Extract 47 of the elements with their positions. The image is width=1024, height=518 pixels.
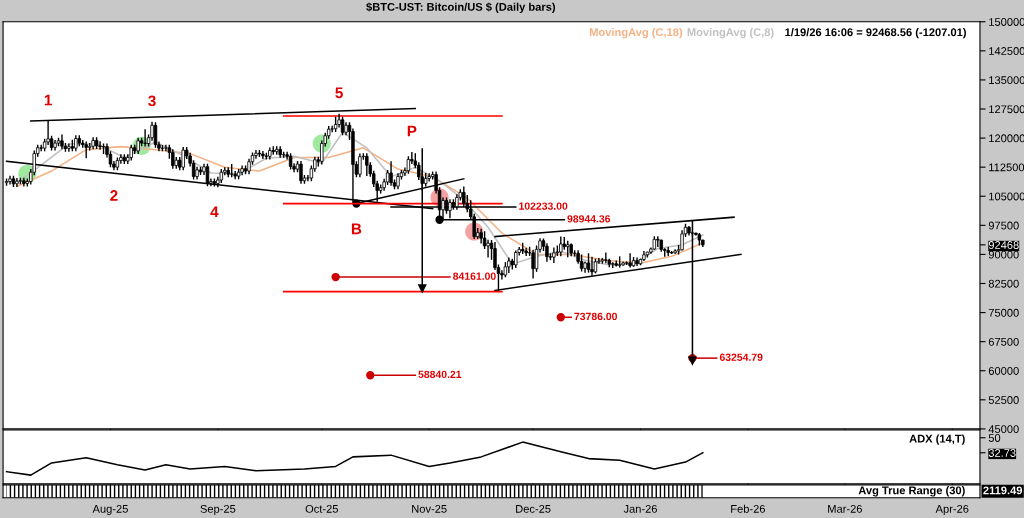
y-tick-label: 135000	[989, 76, 1024, 85]
x-tick-label: Dec-25	[516, 504, 551, 513]
annotation: 1/19/26 16:06 = 92468.56 (-1207.01)	[785, 27, 966, 39]
y-tick-label: 112500	[989, 163, 1024, 172]
annotation: P	[407, 125, 417, 137]
y-tick-label: 150000	[989, 18, 1024, 26]
annotation: 84161.00	[453, 272, 496, 280]
x-tick-label: Oct-25	[305, 504, 338, 513]
text: MovingAvg (C,18)	[589, 27, 683, 39]
text: 2119.49	[983, 486, 1023, 495]
y-tick-label: 60000	[988, 367, 1019, 375]
annotation: B	[351, 223, 362, 235]
y-tick-label: 92468	[988, 241, 1019, 249]
x-tick-label: Mar-26	[828, 504, 862, 513]
y-tick-label: 142500	[989, 47, 1024, 55]
annotation: 2	[110, 190, 118, 201]
y-tick-label: 82500	[988, 279, 1019, 288]
x-tick-label: Apr-26	[935, 504, 969, 515]
chart-title: $BTC-UST: Bitcoin/US $ (Daily bars)	[366, 2, 556, 14]
y-tick-label: 127500	[989, 105, 1024, 114]
y-tick-label: 50	[988, 434, 1001, 442]
y-tick-label: 105000	[989, 192, 1024, 201]
annotation: 4	[210, 206, 219, 218]
x-tick-label: Aug-25	[92, 504, 128, 515]
x-tick-label: Jan-26	[623, 504, 657, 513]
y-tick-label: 67500	[988, 337, 1019, 346]
y-tick-label: 32.73	[988, 449, 1016, 457]
annotation: 5	[335, 87, 343, 99]
annotation: 1	[44, 94, 52, 106]
text: Avg True Range (30)	[858, 486, 965, 497]
x-tick-label: Nov-25	[412, 504, 447, 513]
x-tick-label: Sep-25	[200, 504, 236, 515]
y-tick-label: 75000	[988, 308, 1019, 317]
y-tick-label: 120000	[989, 134, 1024, 143]
chart-title: ADX (14,T)	[909, 434, 965, 445]
y-tick-label: 45000	[988, 425, 1019, 434]
annotation: 63254.79	[719, 353, 763, 361]
annotation: 102233.00	[519, 202, 568, 210]
x-tick-label: Feb-26	[731, 504, 765, 513]
annotation: 73786.00	[574, 312, 617, 321]
annotation: 98944.36	[567, 215, 611, 223]
annotation: 58840.21	[418, 370, 462, 379]
text: MovingAvg (C,8)	[687, 27, 774, 39]
y-tick-label: 52500	[988, 396, 1019, 404]
y-tick-label: 90000	[988, 250, 1019, 259]
y-tick-label: 97500	[988, 221, 1019, 230]
annotation: 3	[148, 95, 156, 107]
